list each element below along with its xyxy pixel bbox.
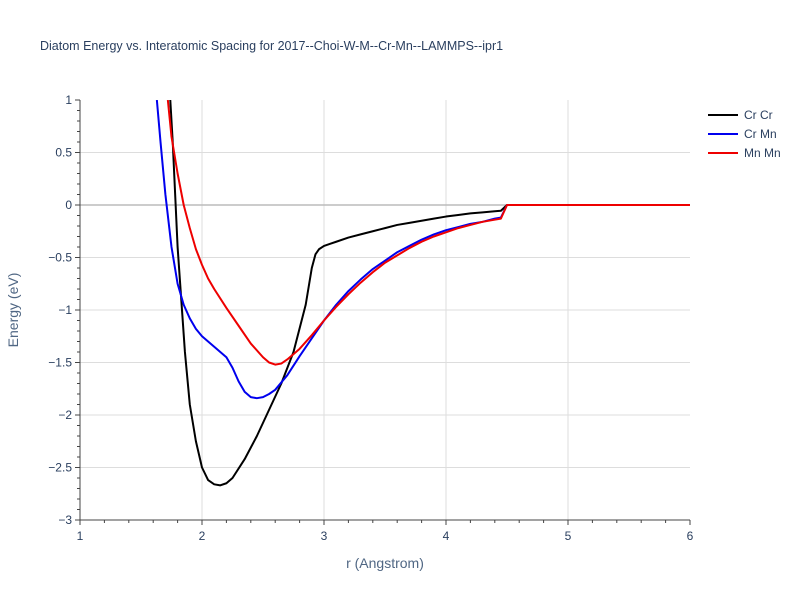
legend-label: Cr Mn: [744, 127, 777, 141]
series-line-cr-cr: [169, 100, 690, 487]
plot-area: [155, 100, 690, 487]
y-tick-label: 0.5: [55, 146, 72, 160]
x-tick-label: 5: [565, 529, 572, 543]
y-tick-label: 0: [65, 198, 72, 212]
x-tick-label: 2: [199, 529, 206, 543]
series-line-cr-mn: [155, 100, 690, 400]
legend: Cr Cr Cr Mn Mn Mn: [708, 108, 781, 160]
y-tick-label: 1: [65, 93, 72, 107]
y-tick-label: −1.5: [48, 356, 72, 370]
x-tick-label: 4: [443, 529, 450, 543]
series-line-mn-mn: [166, 100, 690, 366]
chart-title: Diatom Energy vs. Interatomic Spacing fo…: [40, 39, 503, 53]
legend-label: Cr Cr: [744, 108, 773, 122]
y-axis-ticks: 1 0.5 0 −0.5 −1 −1.5 −2 −2.5 −3: [48, 93, 80, 527]
y-tick-label: −2: [58, 408, 72, 422]
legend-label: Mn Mn: [744, 146, 781, 160]
x-axis-ticks: 1 2 3 4 5 6: [77, 520, 694, 543]
y-tick-label: −3: [58, 513, 72, 527]
x-tick-label: 6: [687, 529, 694, 543]
grid: [79, 100, 690, 521]
y-tick-label: −1: [58, 303, 72, 317]
y-axis-title: Energy (eV): [5, 273, 21, 348]
x-axis-title: r (Angstrom): [346, 555, 424, 571]
y-tick-label: −0.5: [48, 251, 72, 265]
x-tick-label: 3: [321, 529, 328, 543]
x-tick-label: 1: [77, 529, 84, 543]
y-tick-label: −2.5: [48, 461, 72, 475]
